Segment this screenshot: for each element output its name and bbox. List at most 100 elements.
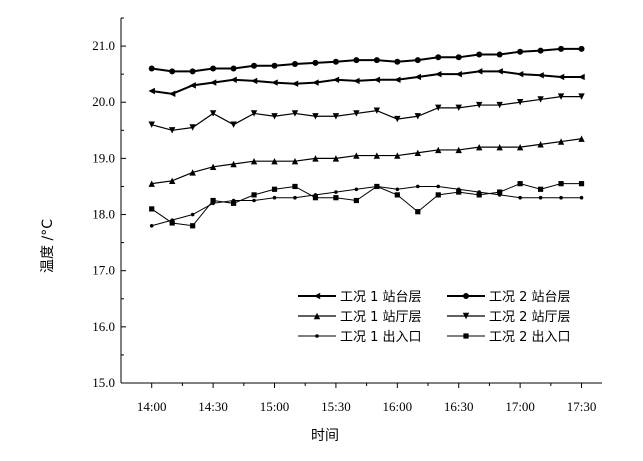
data-point xyxy=(558,181,564,187)
data-point xyxy=(353,110,360,117)
y-tick-label: 18.0 xyxy=(92,207,115,222)
y-tick-label: 20.0 xyxy=(92,94,115,109)
data-point xyxy=(557,73,565,81)
data-point xyxy=(291,80,299,87)
data-point xyxy=(189,68,196,75)
data-point xyxy=(456,189,462,195)
data-point xyxy=(148,65,155,72)
data-point xyxy=(414,113,421,120)
data-point xyxy=(578,93,585,100)
data-point xyxy=(251,192,257,198)
data-point xyxy=(435,192,441,198)
legend-marker xyxy=(315,334,319,338)
legend-item: 工况 2 站台层 xyxy=(447,290,571,305)
data-point xyxy=(394,76,401,83)
data-point xyxy=(415,184,420,189)
data-point xyxy=(394,115,401,123)
data-point xyxy=(149,223,154,228)
data-point xyxy=(415,209,421,215)
data-point xyxy=(496,51,503,58)
data-point xyxy=(230,200,237,206)
data-point xyxy=(395,187,400,192)
legend-marker xyxy=(463,333,469,339)
series-line xyxy=(151,96,582,131)
legend-label: 工况 1 站厅层 xyxy=(340,310,422,325)
data-point xyxy=(558,45,565,52)
data-point xyxy=(476,51,483,58)
data-point xyxy=(230,65,237,72)
data-point xyxy=(210,65,217,72)
data-point xyxy=(149,206,155,212)
legend-item: 工况 1 站厅层 xyxy=(298,310,422,325)
data-point xyxy=(293,195,297,200)
x-tick-label: 14:30 xyxy=(198,399,228,414)
data-point xyxy=(168,177,176,185)
data-point xyxy=(455,104,462,112)
data-point xyxy=(333,195,339,201)
legend-item: 工况 1 站台层 xyxy=(298,290,422,305)
data-point xyxy=(475,143,483,151)
data-point xyxy=(354,187,359,192)
data-point xyxy=(578,181,585,187)
legend-label: 工况 2 站厅层 xyxy=(489,310,571,325)
data-point xyxy=(312,59,319,66)
data-point xyxy=(334,190,338,194)
data-point xyxy=(579,195,584,200)
data-point xyxy=(538,195,543,200)
y-tick-label: 16.0 xyxy=(92,319,115,334)
x-tick-label: 17:30 xyxy=(567,399,597,414)
legend-marker xyxy=(313,292,321,300)
data-point xyxy=(455,70,462,78)
data-point xyxy=(578,135,585,142)
data-point xyxy=(435,104,442,112)
data-point xyxy=(271,186,278,192)
data-point xyxy=(292,183,298,190)
legend-marker xyxy=(463,293,469,299)
series-line xyxy=(151,70,582,95)
data-point xyxy=(537,186,544,192)
data-point xyxy=(436,184,441,189)
data-point xyxy=(230,121,237,128)
data-point xyxy=(230,76,237,83)
data-point xyxy=(168,127,176,134)
data-point xyxy=(148,121,155,128)
x-tick-label: 16:30 xyxy=(444,399,474,414)
series-6 xyxy=(149,181,585,229)
data-point xyxy=(394,192,400,198)
axes: 15.0 16.0 17.0 18.0 19.0 20.0 21.0 14:00 14:30 15… xyxy=(92,17,602,414)
data-point xyxy=(189,124,196,131)
data-point xyxy=(455,146,462,154)
data-point xyxy=(414,149,421,156)
data-point xyxy=(394,58,401,65)
legend-item: 工况 2 出入口 xyxy=(447,330,571,345)
data-point xyxy=(373,57,380,64)
legend-item: 工况 2 站厅层 xyxy=(447,310,571,325)
series-line xyxy=(151,47,582,73)
legend-label: 工况 1 出入口 xyxy=(340,330,422,345)
data-point xyxy=(271,79,278,86)
data-point xyxy=(291,157,299,165)
data-point xyxy=(373,107,381,114)
data-point xyxy=(271,62,278,69)
data-point xyxy=(251,62,258,69)
x-tick-label: 14:00 xyxy=(137,399,167,414)
y-axis-title: 温度 /°C xyxy=(40,219,56,273)
data-point xyxy=(190,223,196,229)
data-point xyxy=(148,87,155,95)
series-line xyxy=(151,185,582,227)
data-point xyxy=(516,99,524,106)
series-layer xyxy=(148,45,585,229)
data-point xyxy=(332,113,340,120)
data-point xyxy=(169,68,176,75)
data-point xyxy=(353,57,360,64)
data-point xyxy=(312,195,319,201)
series-3 xyxy=(148,135,585,187)
data-point xyxy=(353,77,360,85)
data-point xyxy=(414,57,421,64)
data-point xyxy=(250,110,258,117)
legend-item: 工况 1 出入口 xyxy=(298,330,422,345)
data-point xyxy=(496,68,503,75)
data-point xyxy=(517,181,523,187)
